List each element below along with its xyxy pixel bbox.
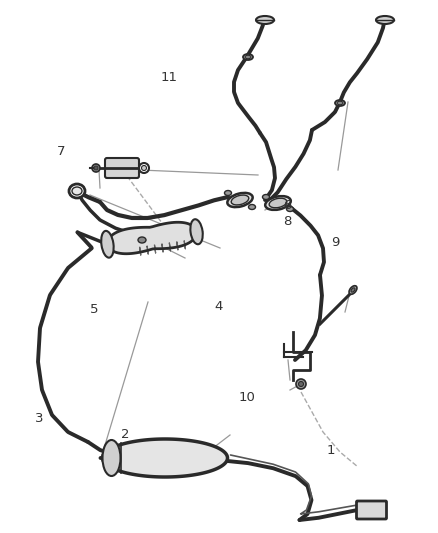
- Polygon shape: [102, 439, 227, 477]
- Ellipse shape: [335, 100, 345, 106]
- Ellipse shape: [225, 190, 232, 196]
- Text: 9: 9: [331, 236, 339, 249]
- Ellipse shape: [141, 166, 146, 171]
- Text: 1: 1: [326, 444, 335, 457]
- Text: 5: 5: [90, 303, 99, 316]
- Text: 10: 10: [239, 391, 256, 403]
- Ellipse shape: [101, 231, 114, 257]
- Ellipse shape: [256, 16, 274, 24]
- Ellipse shape: [94, 166, 98, 170]
- Ellipse shape: [269, 198, 287, 208]
- Ellipse shape: [227, 193, 253, 207]
- Text: 3: 3: [35, 412, 44, 425]
- Text: 11: 11: [160, 71, 177, 84]
- Ellipse shape: [102, 440, 120, 476]
- FancyBboxPatch shape: [105, 158, 139, 178]
- Polygon shape: [107, 222, 197, 254]
- Ellipse shape: [231, 195, 249, 205]
- Ellipse shape: [376, 16, 394, 24]
- Ellipse shape: [265, 196, 291, 210]
- Ellipse shape: [69, 184, 85, 198]
- FancyBboxPatch shape: [357, 501, 386, 519]
- Ellipse shape: [351, 288, 355, 292]
- Text: 2: 2: [120, 428, 129, 441]
- Ellipse shape: [138, 237, 146, 243]
- Ellipse shape: [299, 382, 304, 386]
- Ellipse shape: [72, 187, 82, 195]
- Text: 7: 7: [57, 146, 66, 158]
- Text: 6: 6: [283, 199, 291, 212]
- Text: 4: 4: [215, 300, 223, 313]
- Text: 8: 8: [283, 215, 291, 228]
- Ellipse shape: [337, 101, 343, 105]
- Ellipse shape: [262, 195, 269, 199]
- Ellipse shape: [191, 219, 203, 244]
- Ellipse shape: [296, 379, 306, 389]
- Ellipse shape: [245, 55, 251, 59]
- Ellipse shape: [286, 206, 293, 212]
- Ellipse shape: [243, 54, 253, 60]
- Ellipse shape: [92, 164, 100, 172]
- Ellipse shape: [139, 163, 149, 173]
- Ellipse shape: [349, 286, 357, 294]
- Ellipse shape: [248, 205, 255, 209]
